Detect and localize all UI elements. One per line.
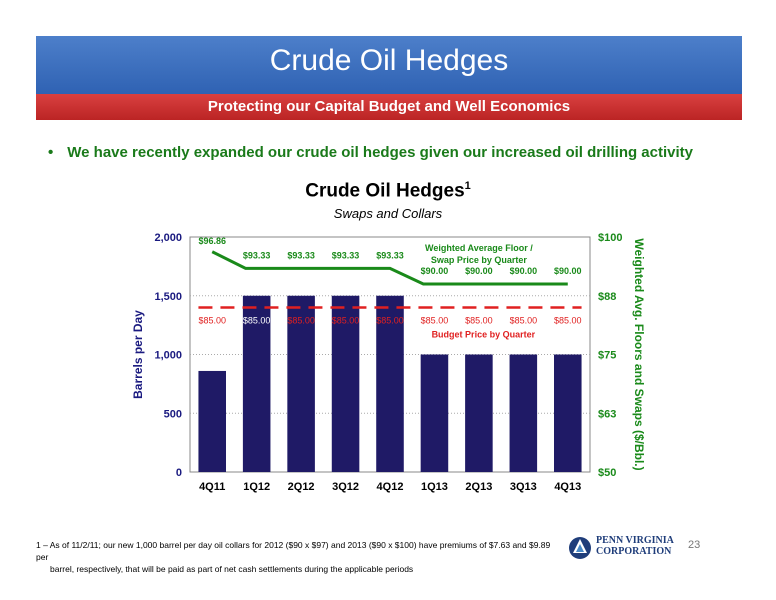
budget-legend-label: Budget Price by Quarter — [432, 330, 536, 340]
logo-line-2: CORPORATION — [596, 546, 672, 557]
footnote: 1 – As of 11/2/11; our new 1,000 barrel … — [36, 539, 556, 575]
y2-tick-label: $88 — [598, 291, 616, 303]
x-tick-label: 2Q13 — [465, 481, 492, 493]
budget-price-label: $85.00 — [198, 316, 226, 326]
floor-price-label: $93.33 — [287, 250, 315, 260]
chart-title-text: Crude Oil Hedges — [305, 180, 465, 202]
budget-price-label: $85.00 — [510, 316, 538, 326]
y2-tick-label: $75 — [598, 350, 616, 362]
company-logo — [569, 537, 591, 559]
y-tick-label: 0 — [176, 467, 182, 479]
bar-4Q11 — [198, 370, 226, 472]
y2-axis-label: Weighted Avg. Floors and Swaps ($/Bbl.) — [632, 238, 646, 470]
y-tick-label: 1,000 — [154, 350, 182, 362]
floor-price-label: $90.00 — [465, 266, 493, 276]
floor-price-label: $96.86 — [198, 236, 226, 246]
bar-2Q13 — [465, 354, 493, 472]
x-tick-label: 1Q12 — [243, 481, 270, 493]
budget-price-label: $85.00 — [243, 316, 271, 326]
budget-price-label: $85.00 — [287, 316, 315, 326]
x-tick-label: 3Q13 — [510, 481, 537, 493]
y-axis-label: Barrels per Day — [131, 310, 145, 399]
floor-price-label: $93.33 — [376, 250, 404, 260]
subtitle-bar: Protecting our Capital Budget and Well E… — [36, 94, 742, 120]
footnote-line-1: 1 – As of 11/2/11; our new 1,000 barrel … — [36, 540, 551, 562]
x-tick-label: 2Q12 — [288, 481, 315, 493]
budget-price-label: $85.00 — [421, 316, 449, 326]
y-tick-label: 1,500 — [154, 291, 182, 303]
title-bar: Crude Oil Hedges — [36, 36, 742, 94]
chart-subtitle: Swaps and Collars — [333, 206, 443, 221]
y2-tick-label: $100 — [598, 232, 622, 244]
bar-3Q13 — [509, 354, 538, 472]
x-tick-label: 1Q13 — [421, 481, 448, 493]
page-number: 23 — [688, 539, 701, 551]
floor-price-label: $90.00 — [510, 266, 538, 276]
logo-text: PENN VIRGINIA CORPORATION — [596, 535, 674, 557]
budget-price-label: $85.00 — [554, 316, 582, 326]
bar-3Q12 — [331, 295, 360, 472]
budget-price-label: $85.00 — [376, 316, 404, 326]
x-tick-label: 4Q11 — [199, 481, 225, 493]
bar-2Q12 — [287, 295, 315, 472]
y-tick-label: 2,000 — [154, 232, 182, 244]
floor-legend-line-1: Weighted Average Floor / — [425, 243, 533, 253]
bullet-point: • We have recently expanded our crude oil… — [48, 144, 693, 161]
bar-4Q13 — [554, 354, 582, 472]
x-tick-label: 4Q13 — [554, 481, 581, 493]
chart-title: Crude Oil Hedges1 — [0, 180, 776, 202]
floor-price-line — [211, 250, 568, 286]
floor-price-label: $93.33 — [332, 250, 360, 260]
y2-tick-label: $50 — [598, 467, 616, 479]
footnote-line-2: barrel, respectively, that will be paid … — [50, 564, 414, 574]
y2-tick-label: $63 — [598, 408, 616, 420]
logo-line-1: PENN VIRGINIA — [596, 535, 674, 546]
budget-price-label: $85.00 — [465, 316, 493, 326]
bullet-text: We have recently expanded our crude oil … — [67, 144, 694, 161]
floor-legend-line-2: Swap Price by Quarter — [431, 255, 528, 265]
slide-title: Crude Oil Hedges — [269, 44, 509, 77]
floor-price-label: $90.00 — [554, 266, 582, 276]
budget-price-label: $85.00 — [332, 316, 360, 326]
hedge-chart: 0 500 1,000 1,500 2,000 $50 $63 $75 $88 $100 4Q11 1… — [131, 232, 646, 493]
chart-title-footnote-mark: 1 — [464, 180, 471, 192]
bar-1Q13 — [420, 354, 449, 472]
floor-price-label: $90.00 — [421, 266, 449, 276]
slide-subtitle: Protecting our Capital Budget and Well E… — [207, 98, 571, 115]
x-tick-label: 3Q12 — [332, 481, 359, 493]
bullet-icon: • — [48, 144, 54, 161]
bar-4Q12 — [376, 295, 404, 472]
x-tick-label: 4Q12 — [377, 481, 404, 493]
y-tick-label: 500 — [164, 408, 182, 420]
bar-1Q12 — [242, 295, 271, 472]
floor-price-label: $93.33 — [243, 250, 271, 260]
